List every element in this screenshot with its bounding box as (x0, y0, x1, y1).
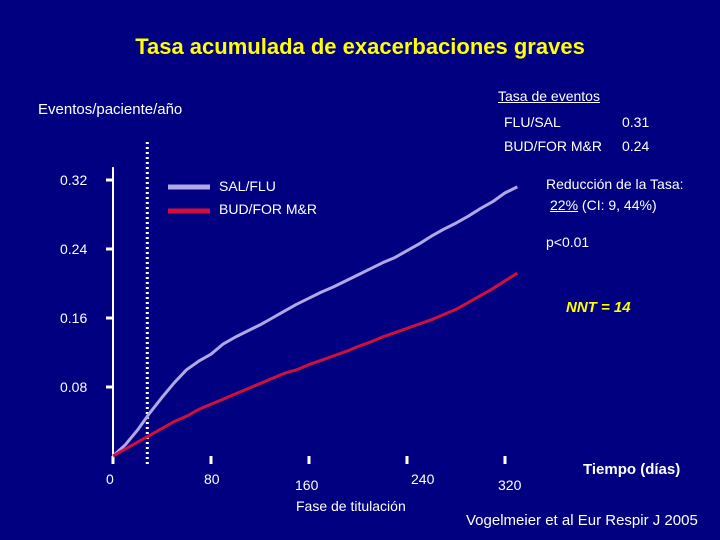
axis-ticks: 0.08 0.16 0.24 0.32 0 80 160 240 320 (60, 172, 522, 493)
titration-phase-label: Fase de titulación (296, 498, 406, 514)
annotation-p-value: p<0.01 (546, 234, 590, 250)
y-tick-label: 0.32 (60, 172, 87, 188)
x-tick-label: 320 (498, 477, 522, 493)
legend-swatches (168, 184, 210, 214)
x-tick-label: 80 (204, 471, 220, 487)
x-axis-label: Tiempo (días) (583, 461, 681, 478)
x-tick-label: 0 (106, 471, 114, 487)
rate-row-name: BUD/FOR M&R (504, 138, 602, 154)
annotation-nnt: NNT = 14 (566, 299, 631, 316)
y-tick-label: 0.24 (60, 241, 87, 257)
annotation-rate-reduction-value: 22% (CI: 9, 44%) (550, 197, 657, 213)
series-line-sal-flu (111, 185, 518, 458)
rate-row: BUD/FOR M&R 0.24 (504, 138, 649, 154)
series-lines (111, 185, 519, 458)
legend-label-bud-for: BUD/FOR M&R (219, 201, 317, 217)
rate-row-value: 0.31 (622, 114, 650, 130)
rate-row: FLU/SAL 0.31 (504, 114, 649, 130)
series-line-bud-for (112, 271, 519, 458)
reduction-ci: (CI: 9, 44%) (578, 197, 657, 213)
y-tick-label: 0.08 (60, 379, 87, 395)
annotation-rate-reduction: Reducción de la Tasa: (546, 176, 684, 192)
rate-table-title: Tasa de eventos (498, 88, 600, 104)
y-tick-label: 0.16 (60, 310, 87, 326)
chart-title: Tasa acumulada de exacerbaciones graves (135, 34, 585, 59)
legend-label-sal-flu: SAL/FLU (219, 178, 276, 194)
rate-row-name: FLU/SAL (504, 114, 561, 130)
rate-row-value: 0.24 (622, 138, 650, 154)
y-axis-label: Eventos/paciente/año (38, 101, 183, 118)
reduction-percent: 22% (550, 197, 579, 213)
x-tick-label: 160 (295, 477, 319, 493)
citation: Vogelmeier et al Eur Respir J 2005 (466, 512, 698, 529)
x-tick-label: 240 (411, 471, 435, 487)
